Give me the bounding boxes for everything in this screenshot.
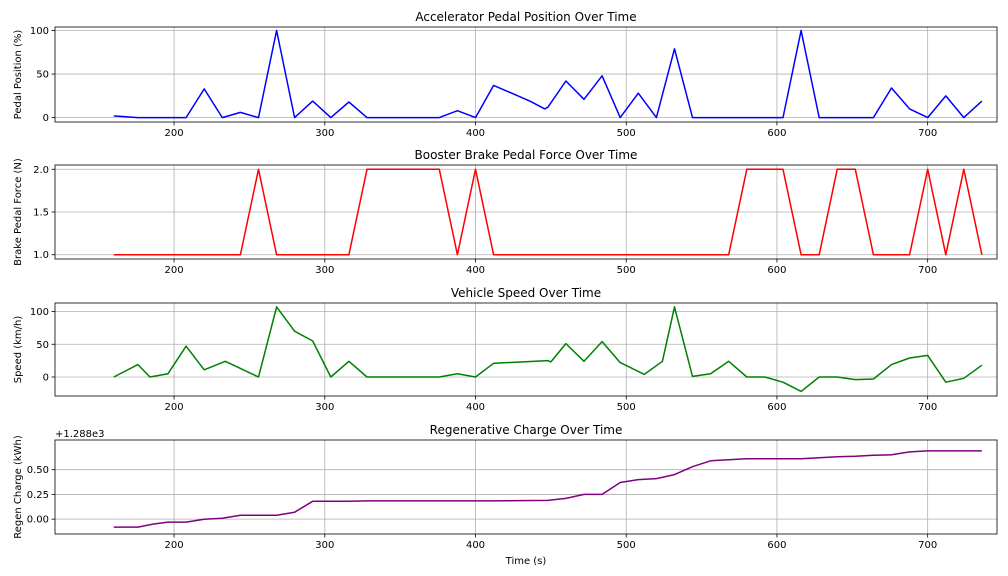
x-tick-label: 700 bbox=[918, 128, 937, 139]
x-tick-label: 500 bbox=[617, 402, 636, 413]
x-tick-label: 200 bbox=[165, 265, 184, 276]
x-tick-label: 500 bbox=[617, 128, 636, 139]
series-line bbox=[113, 306, 983, 393]
subplot-title: Accelerator Pedal Position Over Time bbox=[415, 10, 636, 24]
y-axis-label: Pedal Position (%) bbox=[13, 30, 24, 120]
x-tick-label: 600 bbox=[767, 402, 786, 413]
y-offset-text: +1.288e3 bbox=[55, 429, 105, 440]
x-tick-label: 300 bbox=[315, 402, 334, 413]
x-tick-label: 700 bbox=[918, 265, 937, 276]
x-tick-label: 400 bbox=[466, 402, 485, 413]
y-tick-label: 0.00 bbox=[27, 515, 49, 526]
y-tick-label: 1.5 bbox=[33, 208, 49, 219]
x-tick-label: 500 bbox=[617, 265, 636, 276]
subplot-title: Booster Brake Pedal Force Over Time bbox=[415, 148, 638, 162]
x-tick-label: 600 bbox=[767, 265, 786, 276]
x-tick-label: 300 bbox=[315, 540, 334, 551]
series-line bbox=[113, 168, 983, 256]
x-tick-label: 600 bbox=[767, 128, 786, 139]
subplot-3: 200 300 400 500 600 700 0 50 100 Vehicle Speed Ov… bbox=[13, 286, 998, 413]
subplot-1: 200 300 400 500 600 700 0 50 100 Accelerator Peda… bbox=[13, 10, 998, 139]
y-axis-label: Brake Pedal Force (N) bbox=[13, 158, 24, 266]
y-tick-label: 100 bbox=[30, 26, 49, 37]
y-tick-label: 0.25 bbox=[27, 490, 49, 501]
y-tick-label: 0 bbox=[43, 373, 49, 384]
x-tick-label: 200 bbox=[165, 540, 184, 551]
subplot-title: Regenerative Charge Over Time bbox=[430, 423, 623, 437]
x-tick-label: 500 bbox=[617, 540, 636, 551]
x-tick-label: 300 bbox=[315, 265, 334, 276]
x-axis-label: Time (s) bbox=[505, 556, 547, 567]
subplot-title: Vehicle Speed Over Time bbox=[451, 286, 601, 300]
x-tick-label: 300 bbox=[315, 128, 334, 139]
x-tick-label: 700 bbox=[918, 540, 937, 551]
y-tick-label: 50 bbox=[36, 70, 49, 81]
x-tick-label: 700 bbox=[918, 402, 937, 413]
y-tick-label: 50 bbox=[36, 340, 49, 351]
y-tick-label: 0 bbox=[43, 113, 49, 124]
series-line bbox=[113, 29, 983, 119]
subplot-2: 200 300 400 500 600 700 1.0 1.5 2.0 Booster Brake… bbox=[13, 148, 998, 276]
series-line bbox=[113, 450, 982, 528]
x-tick-label: 600 bbox=[767, 540, 786, 551]
x-tick-label: 400 bbox=[466, 540, 485, 551]
x-tick-label: 400 bbox=[466, 265, 485, 276]
y-tick-label: 0.50 bbox=[27, 465, 49, 476]
plot-frame bbox=[54, 26, 998, 123]
y-axis-label: Speed (km/h) bbox=[13, 316, 24, 384]
y-tick-label: 1.0 bbox=[33, 250, 49, 261]
plot-frame bbox=[54, 439, 998, 535]
y-tick-label: 100 bbox=[30, 307, 49, 318]
y-axis-label: Regen Charge (kWh) bbox=[13, 435, 24, 539]
subplot-4: 200 300 400 500 600 700 0.00 0.25 0.50 Regenerati… bbox=[13, 423, 998, 567]
x-tick-label: 400 bbox=[466, 128, 485, 139]
x-tick-label: 200 bbox=[165, 128, 184, 139]
x-tick-label: 200 bbox=[165, 402, 184, 413]
y-tick-label: 2.0 bbox=[33, 165, 49, 176]
plot-frame bbox=[54, 302, 998, 397]
